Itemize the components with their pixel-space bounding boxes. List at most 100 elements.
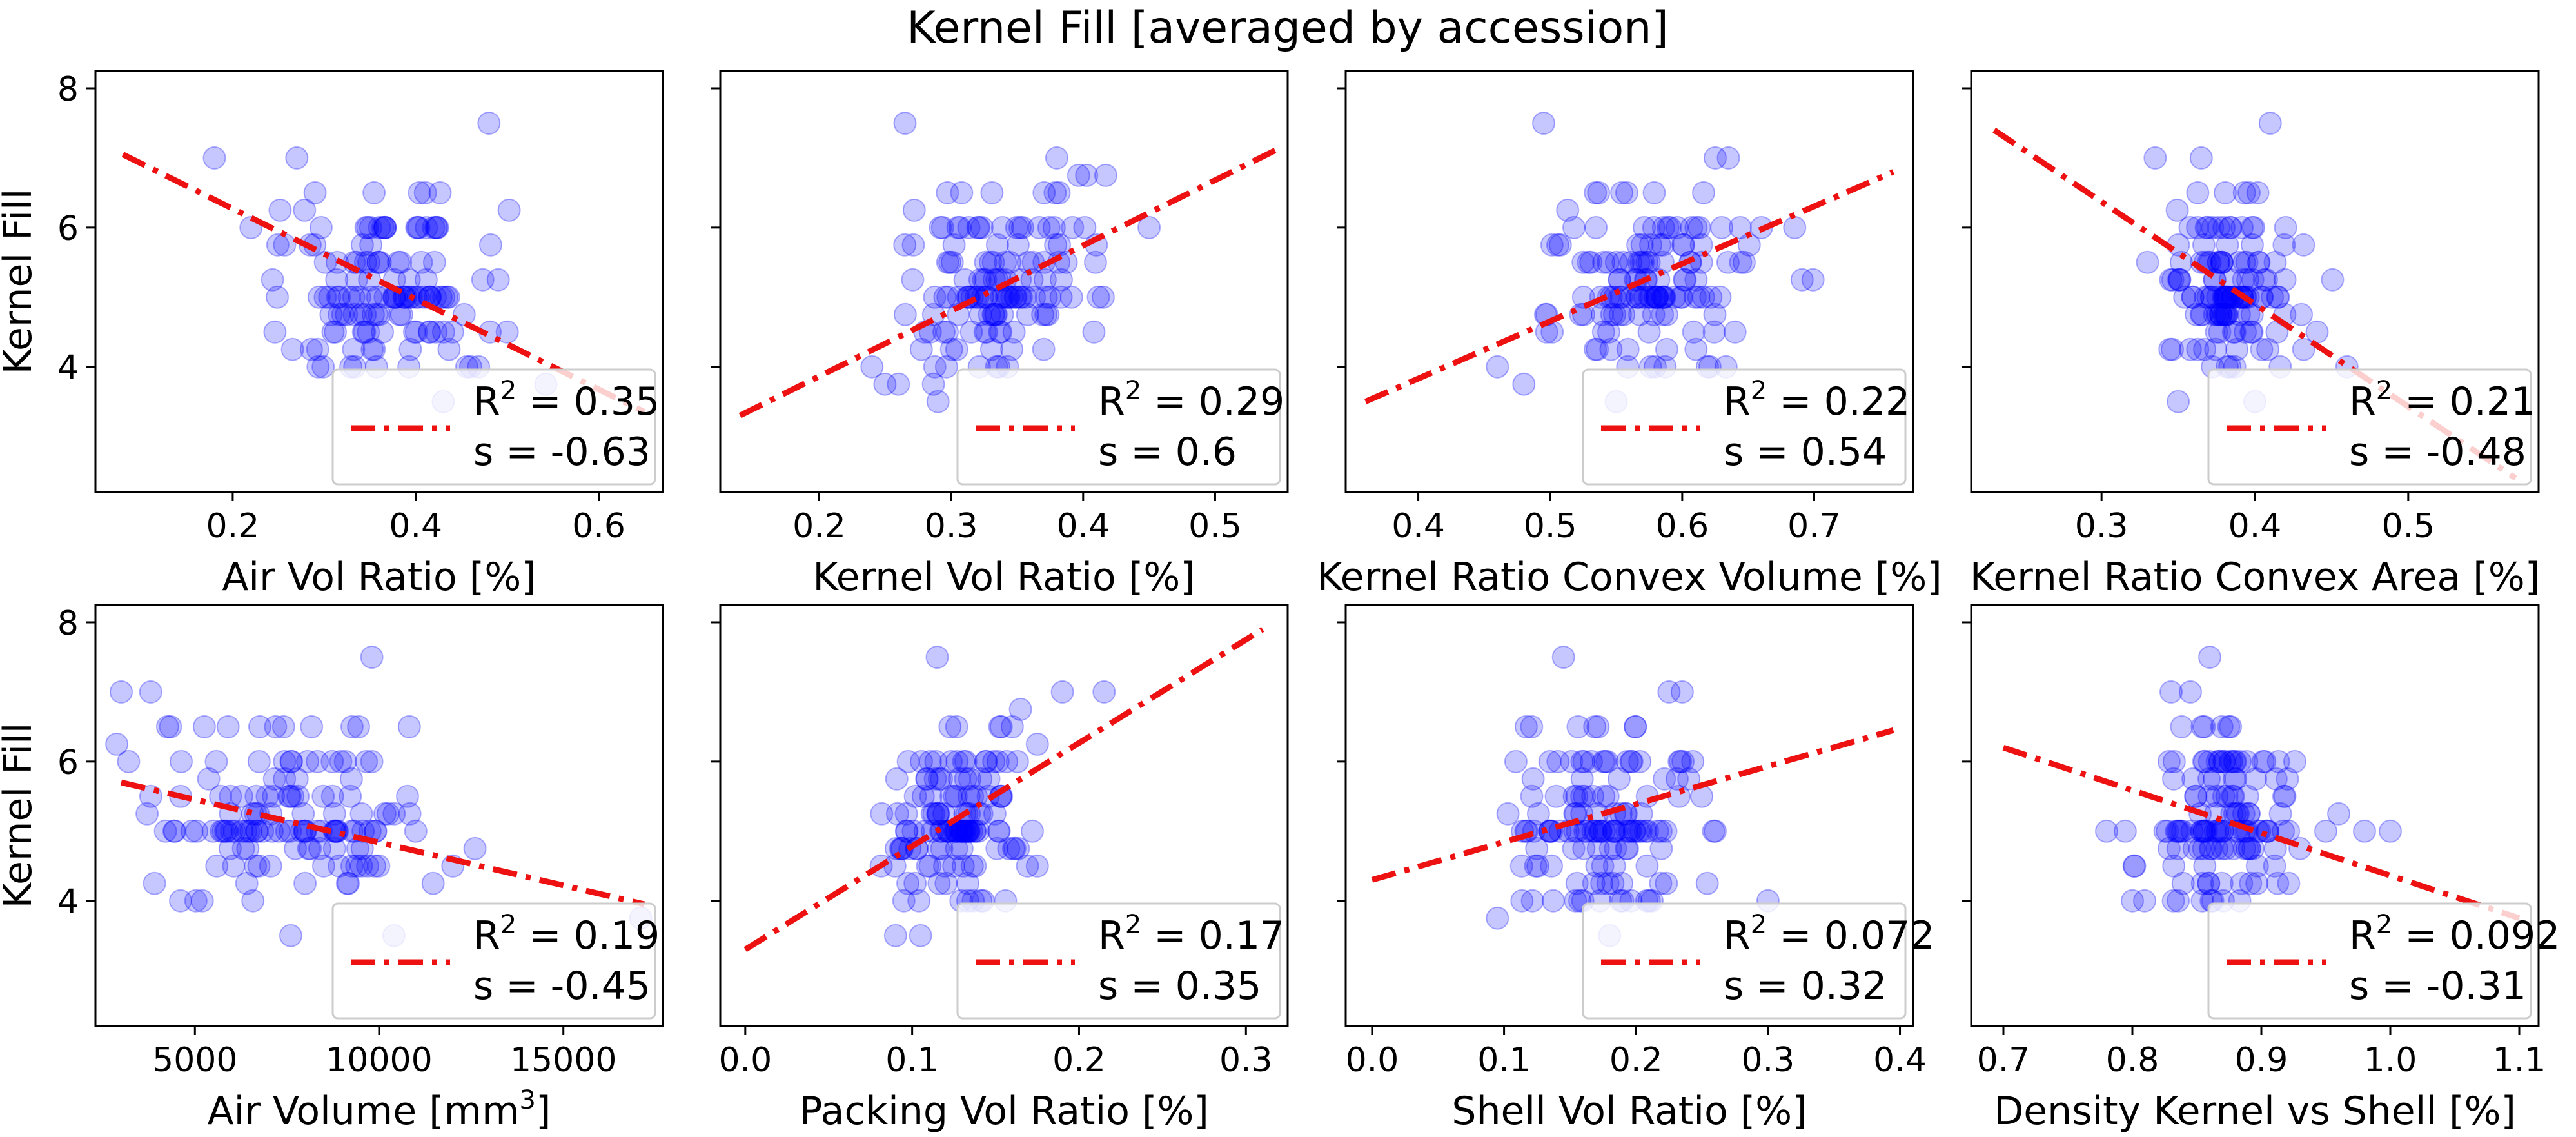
data-point	[1633, 285, 1657, 309]
data-point	[1610, 871, 1634, 895]
data-point	[2196, 285, 2220, 309]
data-point	[958, 767, 981, 791]
subplot-1: R2 = 0.35 s = -0.63 0.2 0.4 0.6 4 6 8 Air Vol Ra…	[0, 70, 664, 600]
data-point	[1637, 320, 1661, 344]
data-point	[1635, 854, 1659, 878]
data-point	[1590, 302, 1614, 326]
data-point	[973, 320, 997, 344]
data-point	[2189, 146, 2213, 170]
data-point	[211, 819, 235, 843]
data-point	[478, 233, 502, 257]
figure-title: Kernel Fill [averaged by accession]	[907, 3, 1669, 54]
data-point	[1610, 181, 1634, 204]
data-point	[2209, 302, 2233, 326]
data-point	[1716, 250, 1740, 274]
x-tick-label: 0.4	[2228, 507, 2282, 546]
data-point	[2227, 250, 2251, 274]
legend-slope-label: s = 0.54	[1724, 430, 1887, 475]
data-point	[1615, 749, 1639, 773]
data-point	[2273, 268, 2297, 292]
data-point	[1628, 302, 1651, 326]
data-point	[2224, 767, 2248, 791]
data-point	[2200, 285, 2224, 309]
data-point	[1000, 337, 1024, 361]
data-point	[328, 302, 351, 326]
data-point	[953, 819, 977, 843]
x-tick-label: 0.5	[1524, 507, 1577, 546]
data-point	[1667, 749, 1691, 773]
data-point	[995, 749, 1019, 773]
data-point	[945, 836, 968, 860]
data-point	[244, 854, 268, 878]
data-point	[1581, 784, 1605, 808]
data-point	[915, 767, 939, 791]
axes-frame	[1344, 604, 1914, 1027]
data-point	[1691, 285, 1715, 309]
data-point	[299, 836, 322, 860]
data-point	[1658, 215, 1682, 239]
legend-r2-label: R2 = 0.092	[2349, 910, 2560, 958]
data-point	[1597, 250, 1620, 274]
data-point	[1546, 233, 1569, 257]
data-point	[2272, 233, 2296, 257]
data-point	[939, 784, 963, 808]
data-point	[960, 819, 983, 843]
data-point	[974, 749, 998, 773]
data-point	[946, 215, 970, 239]
data-point	[2178, 215, 2202, 239]
data-point	[339, 767, 363, 791]
legend-slope-label: s = -0.48	[2349, 430, 2526, 475]
data-point	[337, 871, 360, 895]
data-point	[2263, 250, 2287, 274]
data-point	[986, 749, 1010, 773]
data-point	[303, 181, 327, 204]
data-point	[320, 784, 344, 808]
data-point	[981, 302, 1005, 326]
data-point	[927, 802, 950, 826]
data-point	[949, 819, 973, 843]
data-point	[1647, 233, 1671, 257]
subplot-8: R2 = 0.092 s = -0.31 0.7 0.8 0.9 1.0 1.1 Densit…	[1962, 604, 2560, 1134]
data-point	[1681, 749, 1705, 773]
data-point	[306, 749, 329, 773]
fit-line	[120, 779, 645, 907]
data-point	[1563, 802, 1587, 826]
data-point	[2212, 285, 2236, 309]
data-point	[1801, 268, 1825, 292]
data-point	[860, 355, 884, 379]
data-point	[901, 268, 925, 292]
data-point	[927, 871, 951, 895]
data-point	[231, 836, 255, 860]
x-tick-label: 0.7	[1977, 1041, 2030, 1080]
data-point	[1627, 819, 1651, 843]
data-point	[262, 784, 286, 808]
data-point	[970, 802, 994, 826]
data-point	[2162, 767, 2185, 791]
data-point	[1544, 784, 1568, 808]
data-point	[967, 215, 991, 239]
data-point	[2161, 337, 2184, 361]
data-point	[404, 285, 428, 309]
y-axis-label: Kernel Fill	[0, 189, 41, 375]
data-point	[918, 749, 942, 773]
legend-box	[1582, 368, 1907, 486]
data-point	[2193, 749, 2217, 773]
data-point	[2235, 250, 2259, 274]
data-point	[1548, 233, 1572, 257]
data-point	[2133, 889, 2156, 913]
data-point	[293, 198, 317, 222]
data-point	[360, 749, 384, 773]
data-point	[1047, 181, 1071, 204]
data-point	[185, 819, 209, 843]
data-point	[426, 215, 449, 239]
data-point	[961, 784, 985, 808]
data-point	[342, 302, 366, 326]
data-point	[2237, 181, 2261, 204]
data-point	[222, 854, 246, 878]
data-point	[2207, 250, 2230, 274]
data-point	[324, 320, 348, 344]
data-point	[2272, 784, 2296, 808]
data-point	[234, 819, 258, 843]
data-point	[170, 749, 193, 773]
data-point	[239, 819, 263, 843]
